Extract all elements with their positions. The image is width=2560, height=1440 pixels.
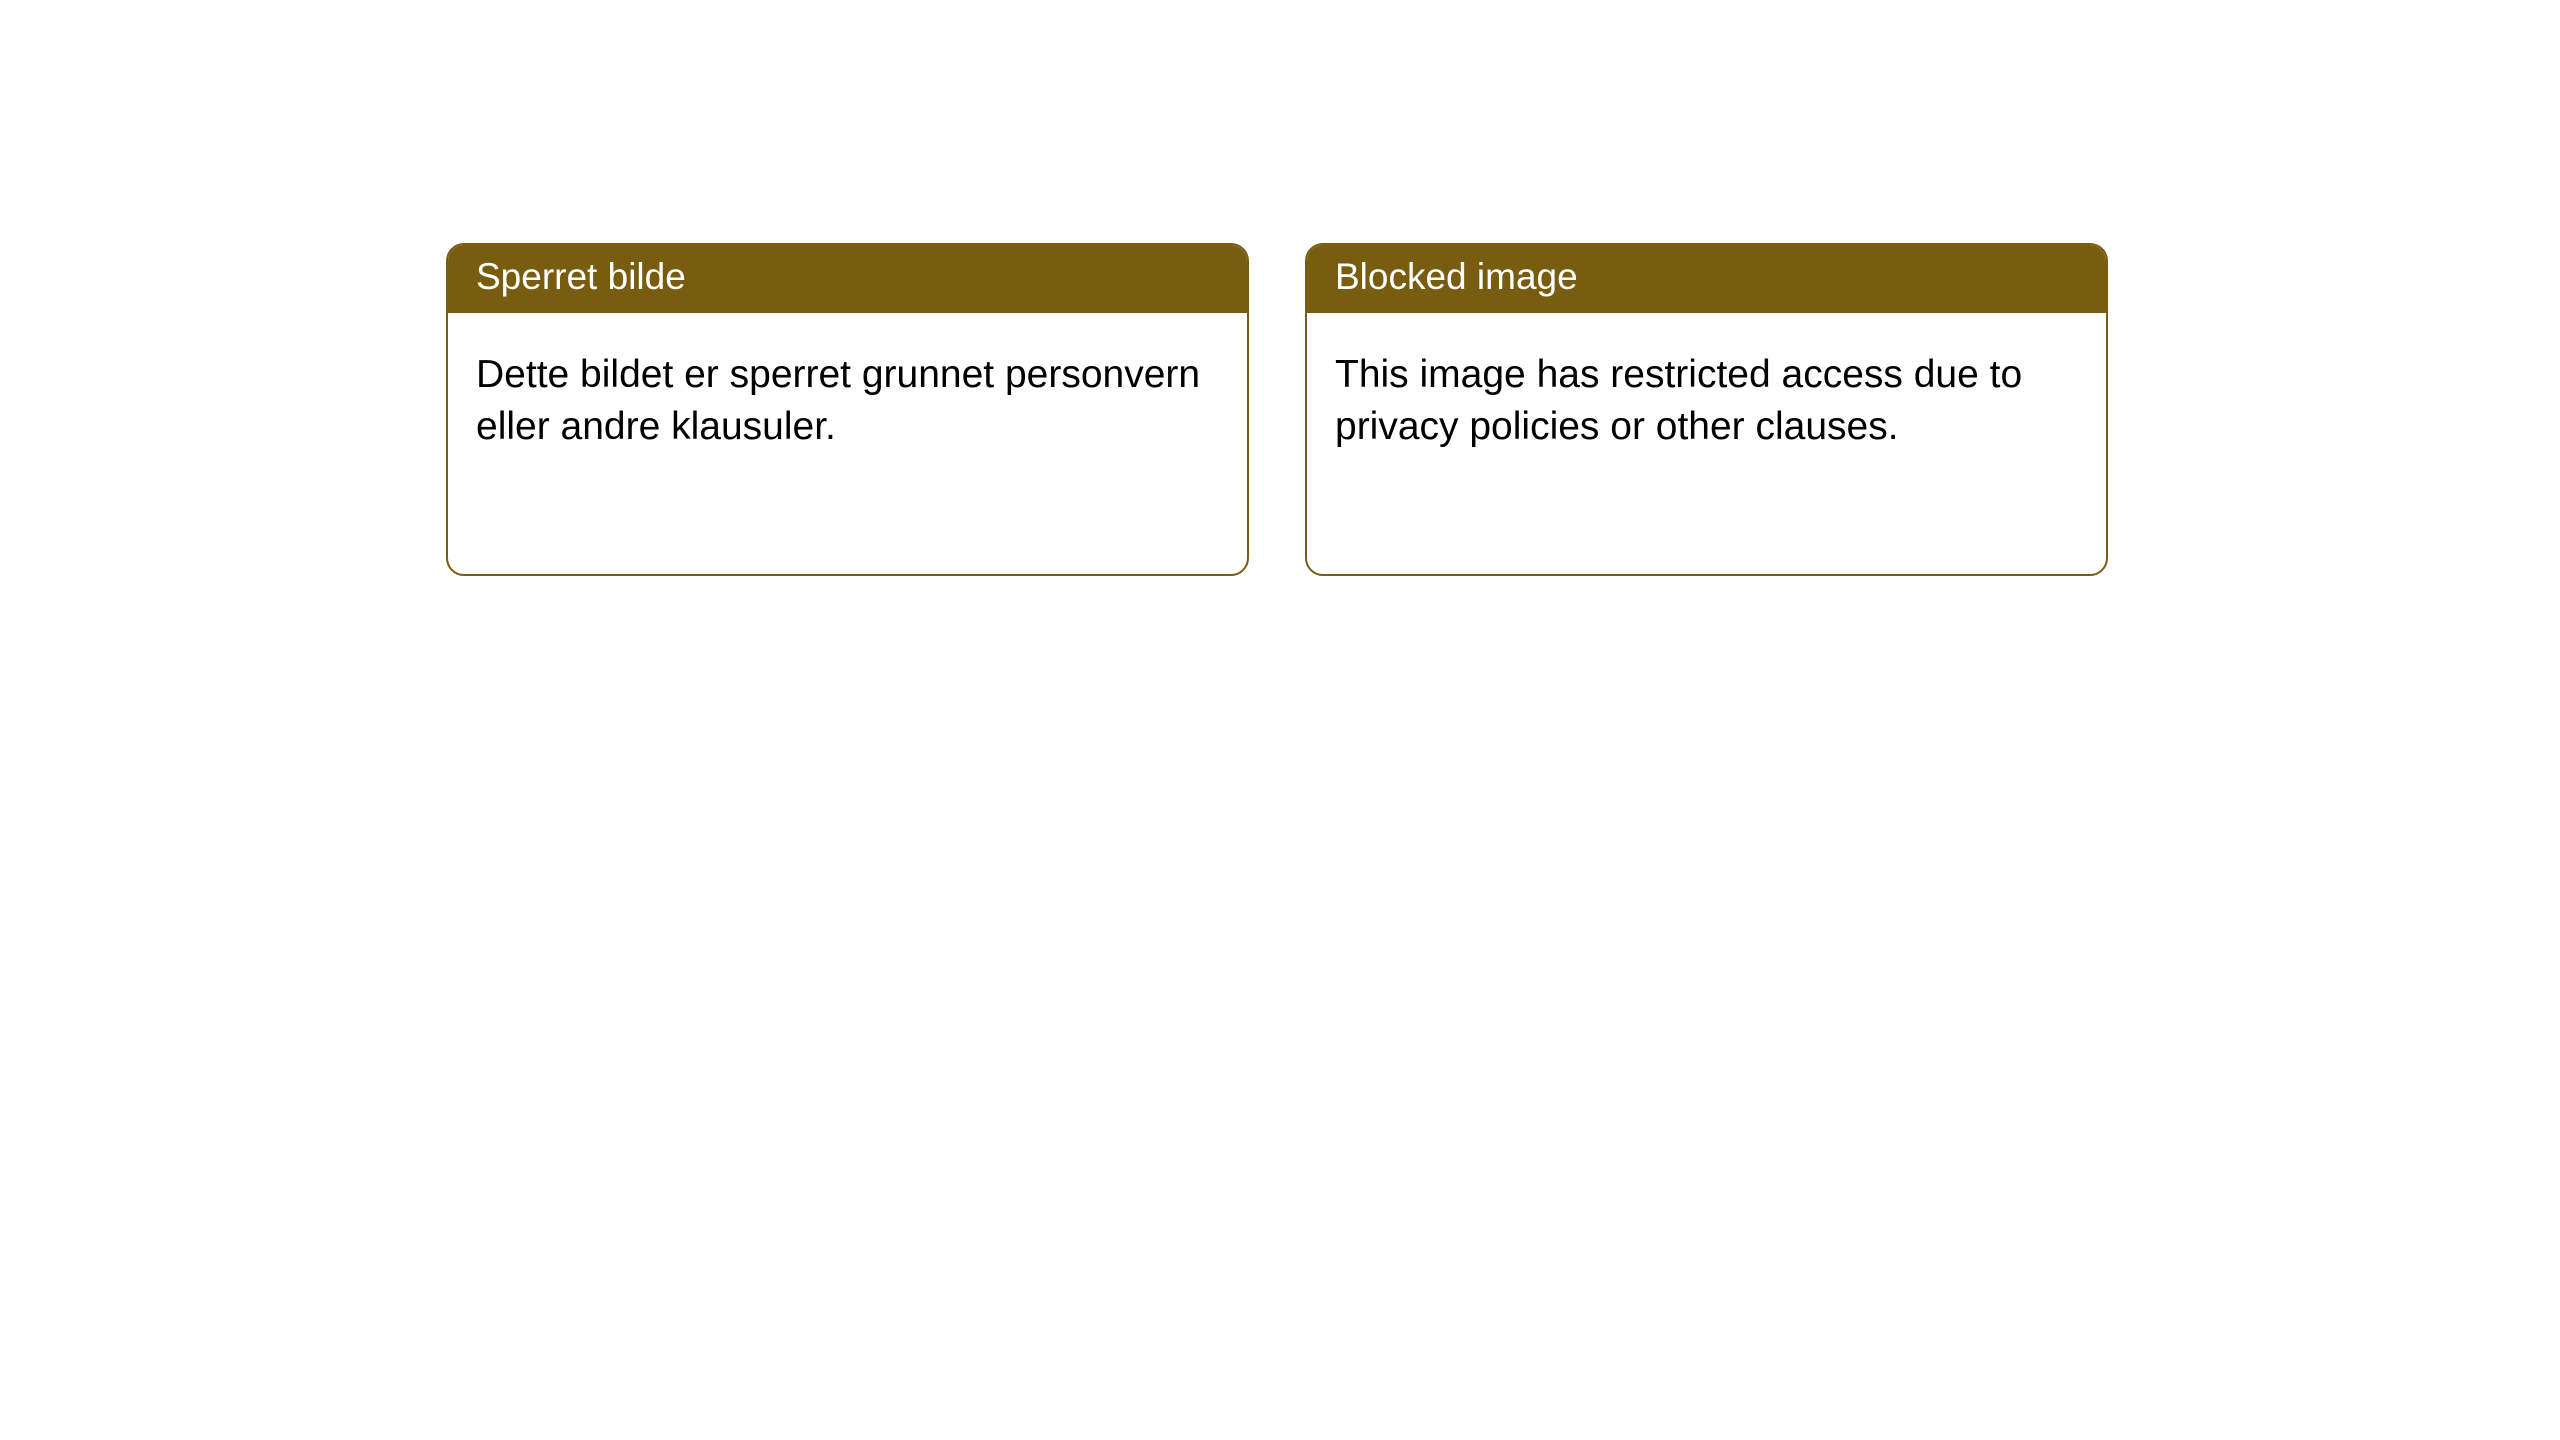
card-body-no: Dette bildet er sperret grunnet personve… bbox=[448, 313, 1247, 481]
card-title-no: Sperret bilde bbox=[476, 256, 686, 297]
blocked-image-card-no: Sperret bilde Dette bildet er sperret gr… bbox=[446, 243, 1249, 576]
card-title-en: Blocked image bbox=[1335, 256, 1578, 297]
blocked-image-card-en: Blocked image This image has restricted … bbox=[1305, 243, 2108, 576]
notice-container: Sperret bilde Dette bildet er sperret gr… bbox=[0, 0, 2560, 576]
card-body-en: This image has restricted access due to … bbox=[1307, 313, 2106, 481]
card-message-en: This image has restricted access due to … bbox=[1335, 353, 2022, 448]
card-message-no: Dette bildet er sperret grunnet personve… bbox=[476, 353, 1200, 448]
card-header-no: Sperret bilde bbox=[448, 245, 1247, 313]
card-header-en: Blocked image bbox=[1307, 245, 2106, 313]
